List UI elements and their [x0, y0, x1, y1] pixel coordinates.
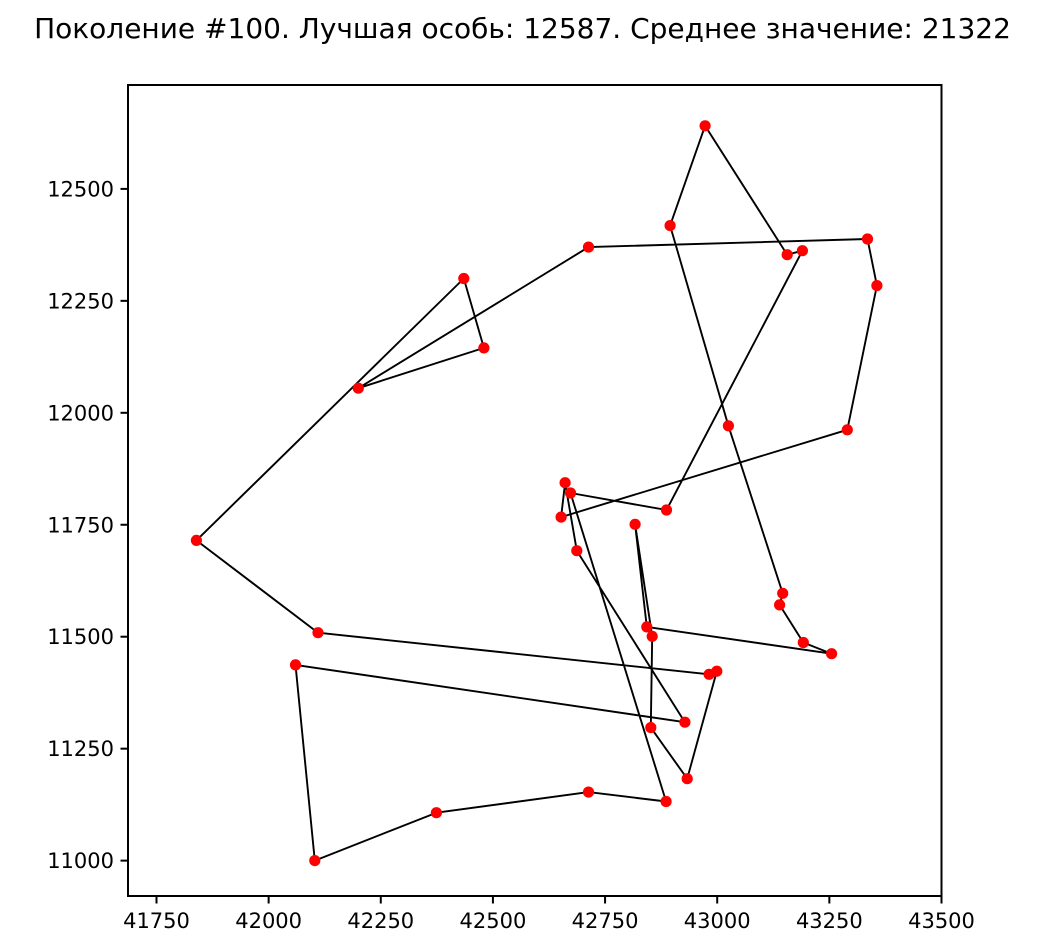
- y-tick-label: 12000: [47, 401, 114, 425]
- city-point: [559, 477, 571, 489]
- city-point: [660, 504, 673, 516]
- y-tick-label: 12250: [47, 289, 114, 313]
- city-point: [309, 855, 321, 867]
- city-point: [564, 487, 577, 499]
- city-point: [699, 120, 711, 132]
- city-point: [711, 665, 723, 677]
- x-tick-label: 43250: [796, 909, 863, 933]
- city-point: [826, 648, 838, 660]
- city-point: [478, 342, 490, 354]
- city-point: [582, 241, 595, 253]
- tour-path: [195, 124, 878, 862]
- city-point: [841, 424, 853, 436]
- city-point: [289, 659, 302, 671]
- x-tick-label: 43500: [908, 909, 975, 933]
- x-tick-label: 43000: [684, 909, 751, 933]
- city-point: [797, 636, 809, 649]
- city-point: [664, 220, 676, 232]
- y-tick-label: 11500: [47, 625, 114, 649]
- city-point: [646, 630, 658, 642]
- city-point: [796, 245, 809, 257]
- city-point: [312, 627, 324, 639]
- city-point: [571, 545, 583, 557]
- x-tick-label: 42500: [460, 909, 527, 933]
- city-point: [555, 511, 567, 523]
- city-point: [190, 534, 202, 547]
- y-tick-label: 11750: [47, 513, 114, 537]
- city-point: [774, 599, 786, 611]
- city-point: [352, 382, 364, 394]
- y-tick-label: 11250: [47, 737, 114, 761]
- city-point: [660, 795, 672, 808]
- city-point: [781, 249, 793, 261]
- x-tick-label: 42750: [572, 909, 639, 933]
- city-point: [430, 807, 442, 819]
- x-tick-label: 42250: [347, 909, 414, 933]
- y-tick-label: 11000: [47, 849, 114, 873]
- city-point: [645, 722, 657, 734]
- y-tick-label: 12500: [47, 177, 114, 201]
- city-point: [871, 280, 883, 292]
- x-tick-label: 41750: [123, 909, 190, 933]
- city-point: [861, 233, 874, 245]
- city-point: [629, 518, 641, 530]
- axes-frame: [127, 84, 943, 897]
- city-point: [641, 621, 653, 633]
- city-point: [681, 773, 693, 785]
- city-point: [722, 420, 735, 432]
- city-point: [458, 272, 470, 285]
- city-point: [679, 716, 691, 728]
- x-tick-label: 42000: [235, 909, 302, 933]
- city-point: [582, 786, 595, 798]
- city-point: [777, 587, 789, 599]
- chart-title: Поколение #100. Лучшая особь: 12587. Сре…: [34, 12, 1011, 45]
